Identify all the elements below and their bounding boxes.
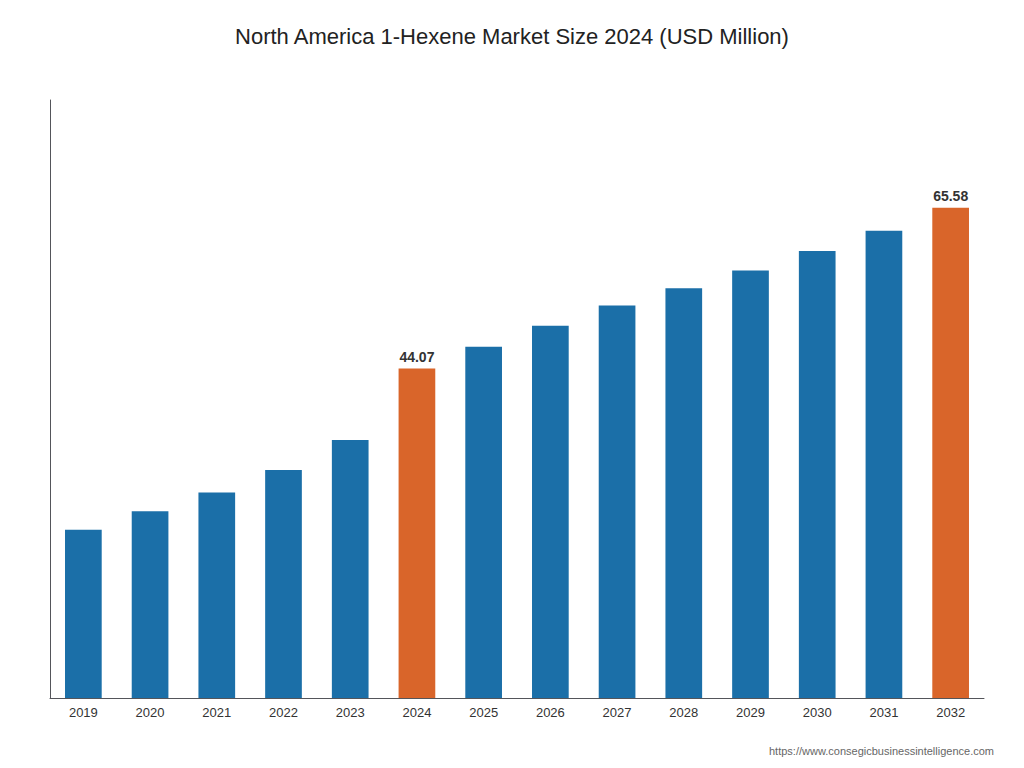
svg-text:2025: 2025 — [469, 705, 498, 720]
svg-text:2029: 2029 — [736, 705, 765, 720]
svg-text:2027: 2027 — [603, 705, 632, 720]
svg-text:North America 1-Hexene Market: North America 1-Hexene Market Size 2024 … — [235, 24, 789, 49]
svg-text:44.07: 44.07 — [399, 349, 434, 365]
svg-text:2031: 2031 — [869, 705, 898, 720]
svg-text:2021: 2021 — [202, 705, 231, 720]
svg-text:2032: 2032 — [936, 705, 965, 720]
svg-text:2026: 2026 — [536, 705, 565, 720]
svg-text:2024: 2024 — [402, 705, 431, 720]
svg-text:2028: 2028 — [669, 705, 698, 720]
svg-text:2022: 2022 — [269, 705, 298, 720]
svg-text:65.58: 65.58 — [933, 188, 968, 204]
svg-text:2020: 2020 — [136, 705, 165, 720]
svg-text:2023: 2023 — [336, 705, 365, 720]
svg-text:2030: 2030 — [803, 705, 832, 720]
svg-text:https://www.consegicbusinessin: https://www.consegicbusinessintelligence… — [769, 745, 994, 757]
svg-text:2019: 2019 — [69, 705, 98, 720]
